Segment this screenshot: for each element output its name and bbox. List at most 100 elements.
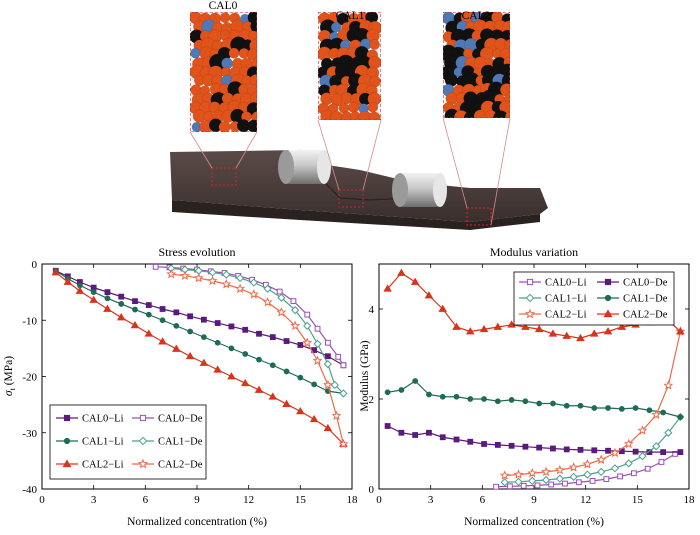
data-point [227, 372, 236, 380]
data-point [118, 301, 125, 307]
x-tick-label: 15 [632, 494, 644, 506]
x-tick-label: 12 [243, 494, 254, 506]
data-point [569, 472, 578, 481]
data-point [144, 329, 154, 337]
y-axis-title: Modulus (GPa) [359, 340, 371, 411]
data-point [159, 306, 166, 312]
callout-label-cal1: CAL1 [336, 10, 365, 22]
data-point [283, 368, 290, 375]
particle-active [367, 111, 381, 120]
legend-marker [62, 459, 72, 468]
series-cal0-de [493, 451, 679, 490]
series-line [155, 266, 344, 366]
data-point [605, 447, 611, 454]
data-point [116, 313, 126, 321]
data-point [534, 324, 544, 333]
data-point [269, 362, 276, 369]
series-cal2-de [166, 268, 349, 449]
data-point [617, 473, 624, 480]
data-point [550, 400, 556, 407]
series-line [504, 331, 681, 477]
modulus-variation-chart: Modulus variation 0 3 6 9 12 15 18 0 2 4 Normaliz… [359, 245, 695, 528]
data-point [309, 414, 319, 423]
data-point [439, 434, 446, 441]
legend-entry: CAL0−Li [519, 278, 587, 289]
data-point [324, 339, 331, 346]
legend-marker [604, 294, 612, 302]
particle-active [367, 101, 379, 113]
data-point [339, 389, 348, 398]
legend-marker [604, 278, 612, 286]
data-point [596, 454, 607, 464]
x-tick-label: 15 [295, 494, 307, 506]
data-point [467, 438, 474, 445]
data-point [575, 479, 582, 486]
data-point [214, 320, 221, 326]
data-point [331, 410, 342, 421]
data-point [304, 311, 311, 318]
data-point [452, 322, 461, 330]
data-point [222, 270, 231, 279]
axes: 0 3 6 9 12 15 18 0 -10 -20 -30 -40 [22, 259, 358, 506]
x-tick-label: 0 [376, 494, 382, 506]
legend-label: CAL2−Li [82, 460, 124, 471]
data-point [249, 278, 258, 287]
data-point [159, 317, 166, 324]
data-point [187, 328, 194, 335]
data-point [323, 360, 332, 369]
legend-entry: CAL1−Li [56, 437, 124, 448]
data-point [89, 295, 98, 303]
x-tick-label: 6 [143, 494, 149, 506]
legend-label: CAL1−Li [545, 294, 587, 305]
data-point [520, 482, 527, 489]
x-tick-label: 9 [194, 494, 200, 506]
legend-label: CAL0−De [158, 414, 203, 425]
legend-label: CAL1−Li [82, 437, 124, 448]
data-point [646, 407, 653, 414]
data-point [676, 327, 685, 335]
data-point [311, 381, 318, 388]
data-point [630, 470, 637, 477]
data-point [513, 469, 524, 479]
legend-label: CAL0−Li [545, 278, 587, 289]
data-point [256, 330, 262, 337]
data-point [132, 298, 138, 305]
data-point [228, 323, 235, 330]
data-point [481, 441, 487, 447]
data-point [426, 429, 432, 436]
data-point [51, 268, 61, 276]
y-tick-label: -40 [22, 484, 37, 496]
data-point [384, 389, 391, 396]
data-point [398, 429, 405, 436]
legend-marker [525, 293, 535, 303]
data-point [576, 333, 585, 342]
data-point [330, 380, 339, 390]
data-point [562, 480, 568, 487]
data-point [499, 470, 510, 480]
series-line [55, 270, 344, 366]
particle-carbon [247, 119, 257, 132]
data-point [383, 284, 392, 292]
data-point [145, 311, 152, 318]
data-point [412, 378, 419, 384]
x-tick-label: 3 [428, 494, 434, 506]
data-point [322, 379, 333, 390]
y-tick-label: -30 [22, 428, 37, 440]
legend: CAL0−Li CAL0−De CAL1−Li CAL1−De CAL2−Li CAL2−… [49, 404, 207, 480]
data-point [240, 378, 250, 387]
legend-label: CAL0−De [623, 278, 668, 289]
slab-sample-box-cal0 [211, 167, 237, 186]
legend-box [49, 404, 207, 480]
data-point [644, 465, 651, 472]
data-point [563, 402, 570, 409]
x-tick-label: 0 [39, 494, 45, 506]
data-point [522, 443, 529, 450]
data-point [536, 444, 543, 451]
data-point [235, 283, 245, 293]
series-line [55, 271, 344, 445]
y-tick-label: 2 [369, 394, 375, 406]
x-tick-label: 18 [684, 494, 696, 506]
legend-entry: CAL0−Li [56, 414, 124, 425]
data-point [302, 337, 313, 347]
legend-marker [138, 436, 148, 446]
